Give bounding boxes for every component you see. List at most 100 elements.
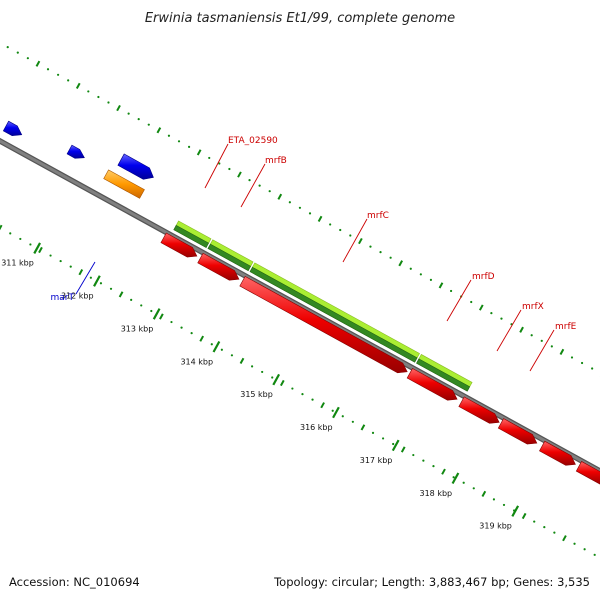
lower-ruler-dot [452,476,455,479]
lower-ruler-dot [381,437,385,440]
mart-feature-bar [103,169,145,199]
upper-ruler-dot [67,79,70,82]
upper-ruler-dot [237,171,242,178]
gene-leader-line [446,279,472,322]
lower-ruler-dot [573,542,576,545]
gene-labels: ETA_02590 mrfB mrfC mrfD mrfX mrfE marT [51,136,577,372]
upper-ruler-dot [540,339,543,342]
lower-ruler-dot [311,398,314,401]
lower-ruler-dot [170,320,173,324]
upper-ruler-dot [137,118,140,121]
upper-ruler-dot [519,326,524,333]
upper-ruler-dot [35,60,41,67]
forward-cds-arrow [160,232,198,258]
genome-summary-text: Topology: circular; Length: 3,883,467 bp… [273,575,590,589]
upper-ruler-dot [500,317,503,320]
upper-ruler-dot [97,95,100,99]
operon-bar-dark [207,243,252,272]
tick-mark [451,472,460,485]
upper-ruler-dot [419,273,422,276]
lower-ruler-dot [78,269,84,276]
upper-ruler-dot [329,223,332,226]
tick-label: 319 kbp [479,522,512,531]
lower-ruler-dot [392,442,395,446]
gene-leader-line [240,163,266,208]
gene-label: mrfD [472,272,495,282]
lower-ruler-dot [150,309,153,313]
upper-ruler-dot [87,90,90,93]
lower-ruler-dot [472,487,475,490]
upper-ruler-dot [379,251,382,254]
lower-ruler-dot [49,254,52,257]
gene-leader-line [342,218,368,263]
upper-ruler-dot [550,345,553,348]
upper-ruler-dot [398,260,404,267]
upper-ruler-dot [208,156,211,160]
lower-ruler-dot [180,326,183,329]
tick-label: 313 kbp [121,324,154,333]
lower-ruler-dot [159,313,164,320]
lower-ruler-dot [89,276,92,279]
lower-ruler-dot [239,357,245,364]
lower-ruler-dot [130,298,133,301]
lower-ruler-dot [533,520,536,523]
upper-ruler-dot [478,304,484,311]
lower-ruler-dot [0,224,3,231]
upper-ruler-dot [46,68,50,71]
forward-cds-arrow [575,461,600,485]
upper-ruler-dot [196,149,202,156]
ruler-dots [0,45,600,556]
lower-ruler-dot [99,282,103,285]
upper-ruler-dot [177,140,181,143]
tick-label: 311 kbp [1,259,34,268]
upper-ruler-dot [167,134,171,137]
tick-label: 312 kbp [61,292,94,301]
upper-ruler-dot [248,179,251,182]
upper-ruler-dot [389,256,392,259]
upper-ruler-dot [490,312,493,315]
upper-ruler-dot [570,356,574,359]
lower-ruler-dot [59,259,62,263]
lower-ruler-dot [432,465,435,468]
gene-label: mrfX [522,302,544,312]
gene-label: mrfE [555,322,577,332]
lower-ruler-dot [109,287,113,290]
forward-cds-arrow [497,418,538,445]
lower-ruler-dot [502,503,506,507]
upper-ruler-dot [156,127,162,134]
lower-ruler-dot [371,431,375,434]
gene-leader-line [204,143,229,189]
upper-ruler-dot [268,190,271,193]
upper-ruler-dot [559,348,565,356]
forward-cds-arrow [539,440,576,466]
upper-ruler-dot [580,361,584,365]
lower-ruler-dot [351,420,354,423]
reverse-cds-arrow [66,144,85,159]
lower-ruler-dot [553,531,556,534]
lower-ruler-dot [481,490,487,497]
lower-ruler-dot [279,379,285,387]
forward-cds-arrow [406,368,458,401]
lower-ruler-dot [210,343,213,346]
lower-ruler-dot [422,459,425,462]
upper-ruler-dot [429,278,433,281]
forward-cds-arrow [197,252,240,281]
lower-ruler-dot [583,548,586,551]
gene-leader-line [75,261,96,295]
accession-text: Accession: NC_010694 [9,575,140,589]
lower-ruler-dot [118,291,124,298]
upper-ruler-dot [449,289,453,293]
lower-ruler-dot [140,304,143,307]
tick-mark [511,505,520,517]
upper-ruler-dot [317,215,323,223]
upper-ruler-dot [228,167,231,171]
tick-label: 314 kbp [180,357,213,366]
tick-label: 318 kbp [420,489,453,498]
upper-ruler-dot [107,101,110,104]
forward-cds-arrow [239,275,408,374]
lower-ruler-dot [492,498,496,501]
upper-ruler-dot [369,245,372,248]
upper-ruler-dot [591,367,594,370]
gene-features [2,120,600,485]
